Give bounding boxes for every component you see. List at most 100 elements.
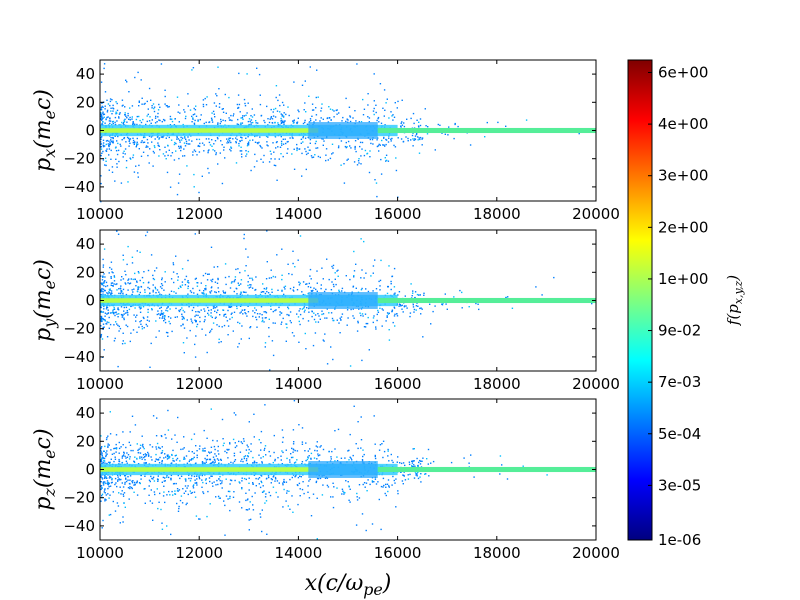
particle-dot xyxy=(373,73,375,75)
particle-dot xyxy=(133,314,135,316)
particle-dot xyxy=(234,442,236,444)
particle-dot xyxy=(376,139,378,141)
particle-dot xyxy=(328,278,330,281)
particle-dot xyxy=(155,115,157,118)
particle-dot xyxy=(384,492,386,495)
colorbar-tick-label: 3e+00 xyxy=(658,167,708,185)
particle-dot xyxy=(161,463,163,465)
particle-dot xyxy=(137,451,140,454)
particle-dot xyxy=(121,490,123,492)
particle-dot xyxy=(186,462,189,464)
particle-dot xyxy=(391,484,393,486)
particle-dot xyxy=(127,289,129,291)
particle-dot xyxy=(189,459,191,461)
particle-dot xyxy=(367,104,369,106)
particle-dot xyxy=(109,289,111,291)
particle-dot xyxy=(174,434,176,436)
particle-dot xyxy=(270,482,272,484)
particle-dot xyxy=(277,123,280,126)
particle-dot xyxy=(313,318,316,321)
particle-dot xyxy=(247,446,249,448)
particle-dot xyxy=(248,529,250,531)
particle-dot xyxy=(122,104,124,106)
particle-dot xyxy=(269,118,271,120)
particle-dot xyxy=(145,145,148,147)
particle-dot xyxy=(161,460,163,462)
particle-dot xyxy=(281,463,283,465)
particle-dot xyxy=(428,475,430,477)
particle-dot xyxy=(182,309,184,312)
particle-dot xyxy=(246,509,249,511)
particle-dot xyxy=(230,461,232,464)
particle-dot xyxy=(332,152,334,154)
particle-dot xyxy=(195,105,197,107)
particle-dot xyxy=(263,154,265,157)
particle-dot xyxy=(282,138,284,140)
particle-dot xyxy=(408,461,411,463)
particle-dot xyxy=(105,118,107,120)
particle-dot xyxy=(184,278,186,281)
particle-dot xyxy=(276,179,278,181)
particle-dot xyxy=(347,450,349,452)
particle-dot xyxy=(139,452,142,454)
particle-dot xyxy=(211,328,213,330)
x-tick-label: 10000 xyxy=(76,205,124,223)
particle-dot xyxy=(238,145,240,147)
particle-dot xyxy=(216,311,218,314)
particle-dot xyxy=(181,313,183,315)
particle-dot xyxy=(119,327,122,330)
particle-dot xyxy=(170,155,172,157)
particle-dot xyxy=(102,145,105,148)
particle-dot xyxy=(220,458,222,461)
particle-dot xyxy=(198,477,201,480)
particle-dot xyxy=(283,112,285,114)
particle-dot xyxy=(310,286,312,289)
particle-dot xyxy=(358,497,361,499)
particle-dot xyxy=(158,462,161,464)
particle-dot xyxy=(391,310,393,312)
particle-dot xyxy=(192,287,194,290)
particle-dot xyxy=(349,278,351,281)
particle-dot xyxy=(106,480,109,482)
particle-dot xyxy=(124,270,126,272)
particle-dot xyxy=(133,461,135,463)
particle-dot xyxy=(416,119,418,121)
particle-dot xyxy=(122,444,124,446)
particle-dot xyxy=(363,240,365,243)
particle-dot xyxy=(217,122,219,124)
particle-dot xyxy=(160,452,163,454)
particle-dot xyxy=(198,475,200,477)
particle-dot xyxy=(302,293,304,296)
particle-dot xyxy=(108,291,110,293)
particle-dot xyxy=(373,315,375,317)
particle-dot xyxy=(111,141,114,143)
particle-dot xyxy=(218,291,220,293)
particle-dot xyxy=(245,150,247,152)
particle-dot xyxy=(131,487,133,490)
particle-dot xyxy=(328,312,330,314)
particle-dot xyxy=(349,488,351,490)
particle-dot xyxy=(117,476,119,478)
particle-dot xyxy=(239,293,242,295)
particle-dot xyxy=(159,149,161,151)
particle-dot xyxy=(388,312,390,314)
particle-dot xyxy=(169,308,171,310)
particle-dot xyxy=(229,148,231,151)
particle-dot xyxy=(301,461,304,463)
particle-dot xyxy=(180,448,182,451)
particle-dot xyxy=(128,458,131,460)
particle-dot xyxy=(121,457,123,459)
particle-dot xyxy=(104,157,107,159)
particle-dot xyxy=(350,457,352,460)
particle-dot xyxy=(259,144,261,147)
particle-dot xyxy=(227,449,229,451)
particle-dot xyxy=(311,109,314,111)
particle-dot xyxy=(167,154,169,157)
particle-dot xyxy=(250,122,252,124)
particle-dot xyxy=(229,119,232,121)
particle-dot xyxy=(139,308,141,310)
particle-dot xyxy=(336,113,338,115)
particle-dot xyxy=(113,308,116,310)
particle-dot xyxy=(219,122,221,125)
particle-dot xyxy=(419,138,421,141)
